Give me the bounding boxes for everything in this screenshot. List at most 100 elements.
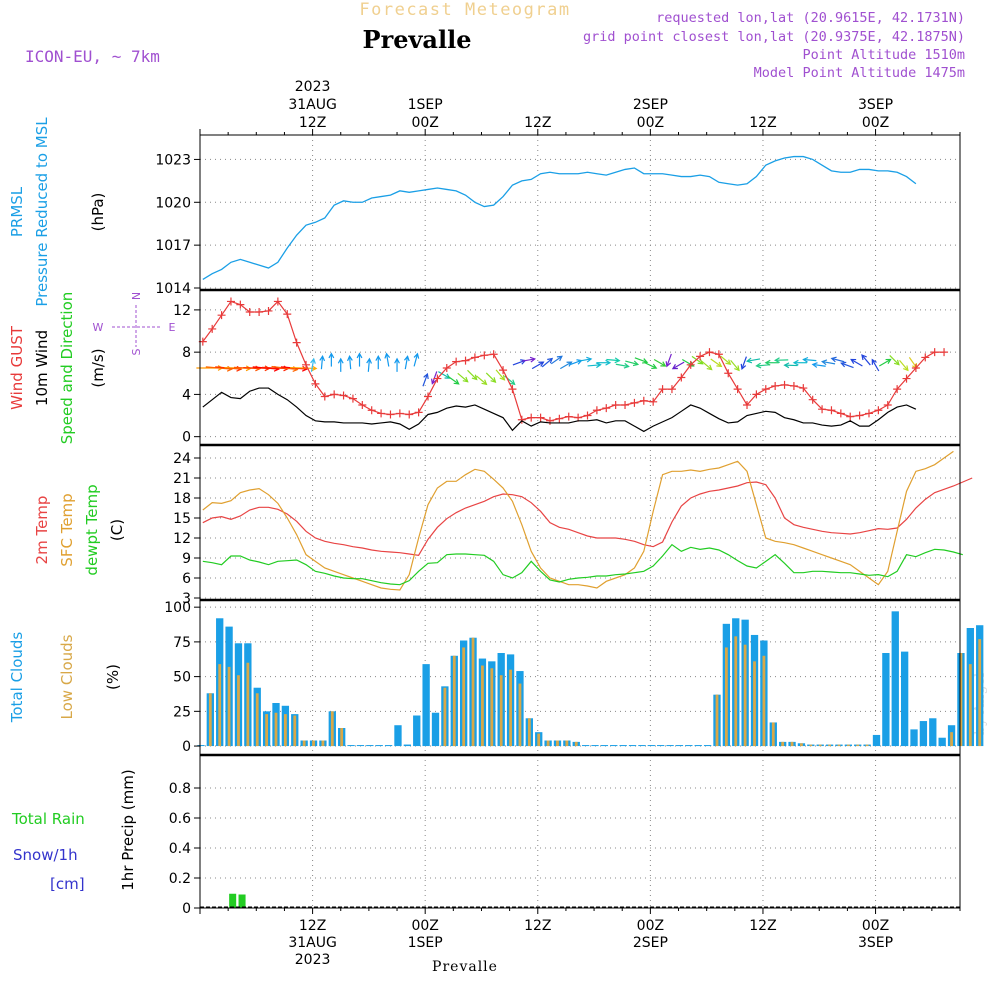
wind-arrow-shaft [879, 358, 891, 367]
wind-arrow-head [319, 354, 326, 362]
wind-arrow-head [423, 372, 429, 380]
gust-point [705, 348, 714, 357]
gust-point [611, 400, 620, 409]
time-label-top: 00Z [637, 115, 664, 131]
y-tick-label: 75 [173, 635, 191, 651]
low-cloud-bar [762, 655, 766, 747]
wind-arrow-shaft [367, 358, 371, 372]
gust-point [714, 350, 723, 359]
wind-arrow-head [850, 358, 857, 365]
gust-point [874, 406, 883, 415]
time-label-top: 12Z [749, 115, 776, 131]
wind-arrow [745, 357, 761, 364]
low-cloud-bar [237, 675, 240, 747]
wind-arrow-shaft [521, 358, 535, 362]
low-cloud-bar [340, 728, 344, 747]
wind-arrow-head [871, 358, 877, 365]
gust-point [752, 390, 761, 399]
y-tick-label: 3 [182, 591, 191, 607]
wind-arrow-head [403, 355, 410, 362]
time-label-top: 1SEP [408, 97, 443, 113]
axes-layer: 1014 1017 1020 1023 0 4 8 12 3 6 9 12 15 18 21 24 0 25 50 7… [8, 79, 961, 968]
gust-point [508, 385, 517, 394]
wind-arrow-head [821, 359, 828, 366]
wind-arrow-shaft [741, 356, 747, 370]
wind-arrow [430, 371, 438, 385]
wind-arrow-shaft [205, 366, 232, 370]
total-cloud-bar [675, 745, 684, 747]
gust-point [377, 409, 386, 418]
total-cloud-bar [900, 651, 909, 747]
wind-arrow [802, 356, 817, 363]
total-cloud-bar [647, 745, 655, 747]
wind-arrow [811, 362, 826, 368]
time-label-top: 3SEP [858, 97, 893, 113]
low-cloud-bar [781, 741, 785, 747]
pressure-label-2: Pressure Reduced to MSL [33, 117, 51, 307]
wind-arrow [840, 361, 854, 369]
location-title: Prevalle [363, 25, 472, 54]
time-label-bottom: 3SEP [858, 935, 893, 951]
gust-point [855, 411, 864, 420]
total-cloud-bar [394, 725, 402, 747]
wind-arrow [394, 357, 400, 372]
wind-arrow-head [903, 365, 909, 372]
wind-arrow-shaft [644, 362, 657, 369]
wind-arrow-head [755, 362, 762, 369]
wind-arrow-shaft [841, 362, 854, 369]
total-cloud-bar [872, 734, 881, 747]
low-cloud-bar [462, 647, 466, 747]
y-tick-label: 0.4 [169, 841, 191, 857]
wind-arrow-head [802, 356, 809, 363]
time-label-bottom: 00Z [862, 918, 889, 934]
time-label-top: 12Z [524, 115, 551, 131]
gust-point [836, 409, 845, 418]
sfc-temp-line [202, 450, 954, 591]
wind-arrow-shaft [822, 360, 836, 365]
wind-arrow-head [529, 356, 537, 363]
low-cloud-bar [865, 744, 869, 747]
total-cloud-bar [581, 745, 590, 747]
wind-arrow-head [462, 376, 469, 383]
rain-bar [238, 894, 246, 908]
low-cloud-bar [734, 636, 738, 747]
total-cloud-bar [610, 745, 618, 747]
wind-arrow [665, 353, 672, 368]
gust-point [452, 357, 461, 366]
wind-arrow [319, 354, 326, 370]
wind-arrow [521, 356, 537, 363]
wind-arrow-head [740, 363, 747, 371]
low-cloud-bar [546, 740, 550, 747]
low-cloud-bar [443, 687, 447, 747]
gust-point [302, 360, 311, 369]
wind-arrow [347, 354, 353, 370]
gust-point [940, 348, 949, 357]
gust-point [564, 412, 573, 421]
wind-arrow-shaft [541, 358, 553, 368]
total-cloud-bar [619, 745, 627, 747]
wind-arrow-shaft [871, 359, 880, 372]
wind-arrow-shaft [747, 358, 761, 362]
total-cloud-bar [910, 729, 918, 747]
wind-arrow-head [328, 352, 335, 359]
total-cloud-bar [882, 653, 890, 747]
faded-title: Forecast Meteogram [359, 0, 570, 20]
total-cloud-bar [375, 745, 383, 747]
total-cloud-bar [403, 744, 412, 747]
wind-arrow [764, 359, 779, 366]
total-cloud-bar [384, 745, 393, 747]
low-cloud-bar [208, 693, 212, 747]
wind-arrow [596, 359, 612, 366]
time-label-top: 12Z [299, 115, 326, 131]
wind-arrow-head [745, 357, 753, 364]
wind-arrow [821, 359, 836, 366]
gust-point [743, 400, 752, 409]
gust-point [621, 400, 630, 409]
total-cloud-bar [638, 745, 646, 747]
gust-point [649, 397, 658, 406]
time-label-top: 00Z [862, 115, 889, 131]
gust-point [630, 398, 639, 407]
time-label-bottom: 31AUG [288, 935, 337, 951]
gust-point [902, 374, 911, 383]
wind-arrow [366, 357, 373, 372]
